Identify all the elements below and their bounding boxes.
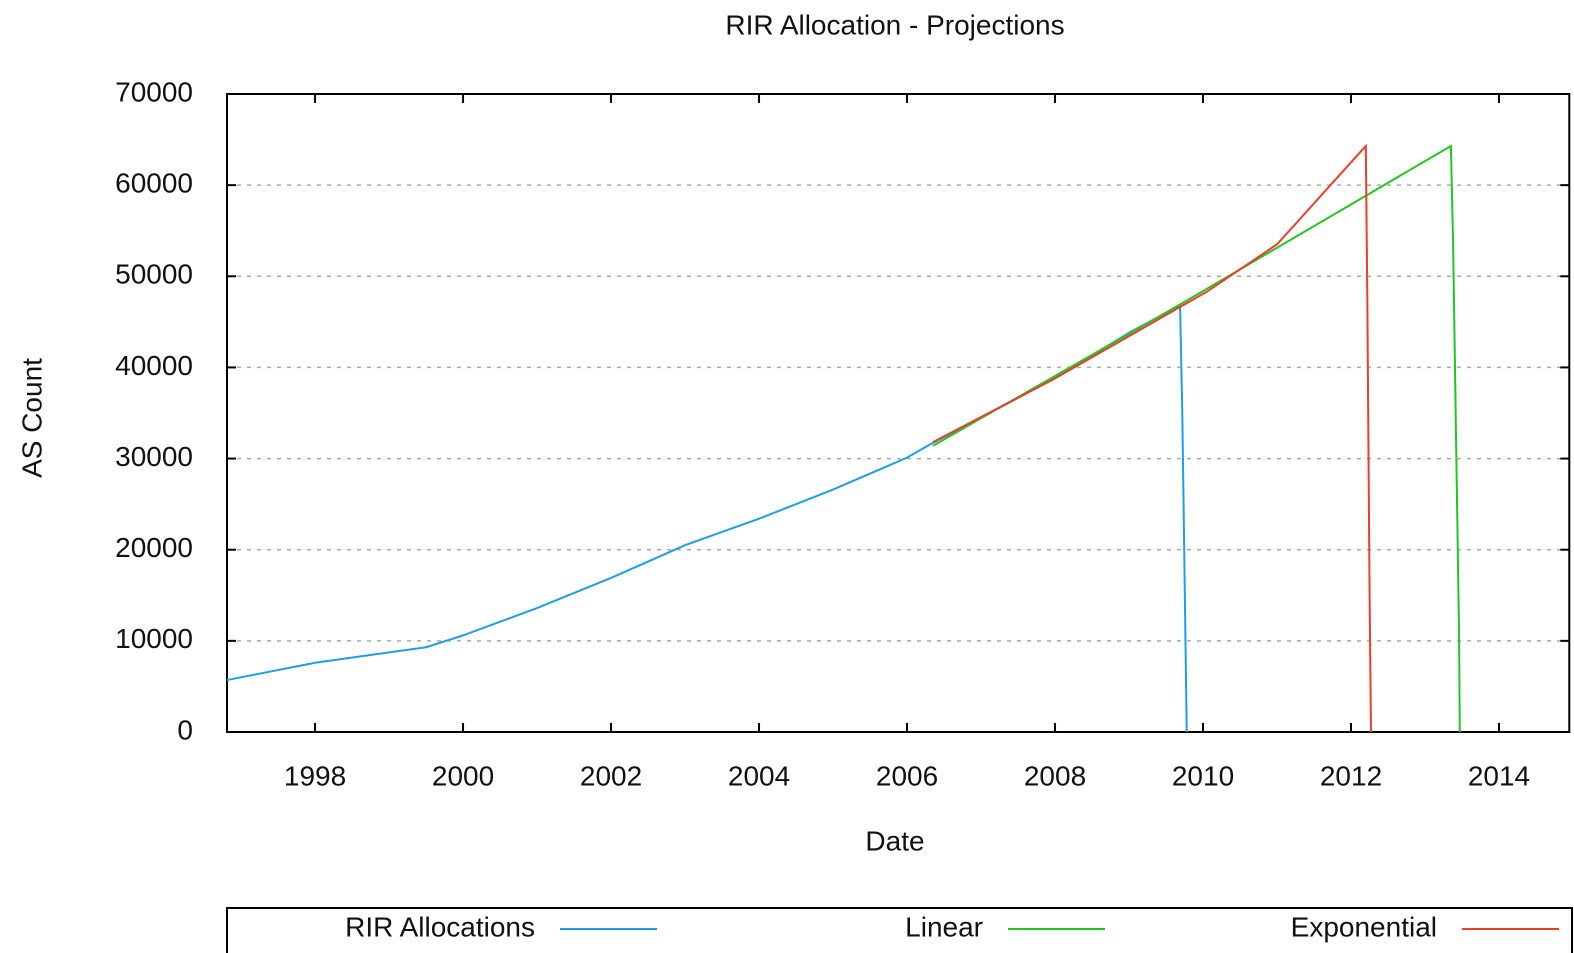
y-tick-label: 0 <box>177 714 193 745</box>
legend-label: Linear <box>905 911 983 942</box>
y-tick-label: 40000 <box>115 350 193 381</box>
legend-label: Exponential <box>1291 911 1437 942</box>
legend-label: RIR Allocations <box>345 911 535 942</box>
series-line <box>932 144 1461 733</box>
y-tick-label: 50000 <box>115 259 193 290</box>
legend-box <box>226 907 1573 953</box>
y-tick-label: 20000 <box>115 532 193 563</box>
chart-title: RIR Allocation - Projections <box>725 9 1064 40</box>
x-tick-label: 1998 <box>284 760 346 791</box>
y-tick-label: 60000 <box>115 168 193 199</box>
x-tick-label: 2014 <box>1468 760 1530 791</box>
y-tick-label: 30000 <box>115 441 193 472</box>
x-tick-label: 2006 <box>876 760 938 791</box>
plot-frame <box>226 93 1571 733</box>
x-tick-label: 2004 <box>728 760 790 791</box>
x-tick-label: 2010 <box>1172 760 1234 791</box>
x-tick-label: 2012 <box>1320 760 1382 791</box>
x-tick-label: 2002 <box>580 760 642 791</box>
series-line <box>226 303 1188 733</box>
x-tick-label: 2000 <box>432 760 494 791</box>
x-tick-label: 2008 <box>1024 760 1086 791</box>
y-tick-label: 70000 <box>115 76 193 107</box>
y-axis-label: AS Count <box>16 358 47 478</box>
series-line <box>932 143 1372 733</box>
x-axis-label: Date <box>865 825 924 856</box>
y-tick-label: 10000 <box>115 623 193 654</box>
